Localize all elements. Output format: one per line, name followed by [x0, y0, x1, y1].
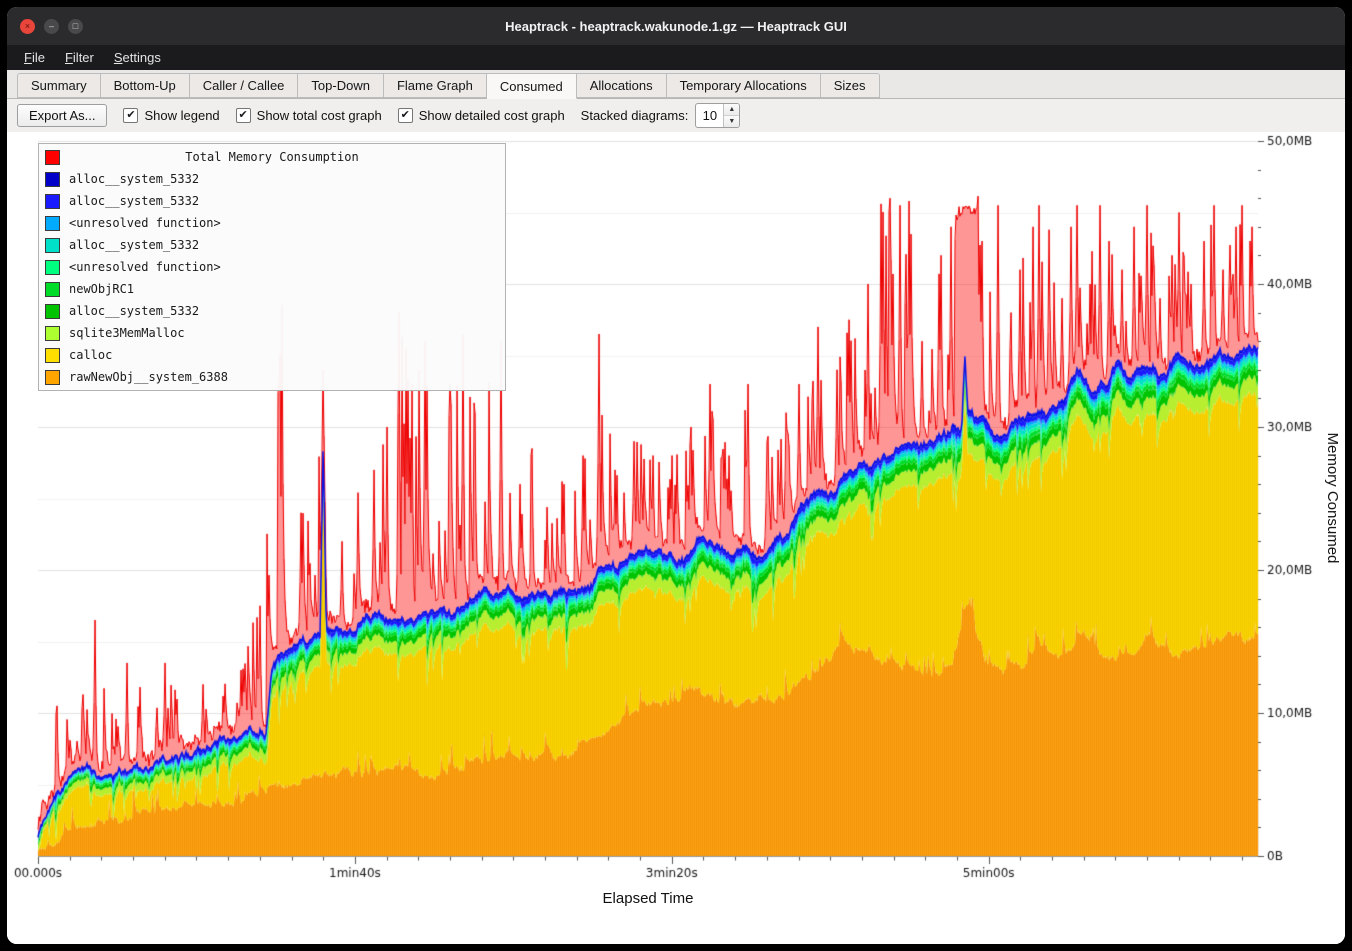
show-detailed-cost-graph-checkbox[interactable]: ✔ Show detailed cost graph — [397, 108, 565, 123]
menu-settings-mnemonic: S — [113, 50, 123, 65]
legend-item: calloc — [39, 344, 505, 366]
legend-item: sqlite3MemMalloc — [39, 322, 505, 344]
legend-swatch — [45, 193, 60, 209]
checkbox-box: ✔ — [397, 108, 413, 123]
legend-swatch — [45, 369, 60, 385]
maximize-button[interactable]: □ — [68, 18, 83, 34]
check-icon: ✔ — [126, 108, 136, 121]
tab-temporary-allocations[interactable]: Temporary Allocations — [666, 73, 821, 98]
legend-swatch — [45, 237, 60, 253]
legend-swatch — [45, 281, 60, 297]
tab-summary[interactable]: Summary — [17, 73, 101, 98]
legend-swatch — [45, 171, 60, 187]
menu-file-mnemonic: F — [24, 50, 32, 65]
y-axis-title: Memory Consumed — [1324, 432, 1341, 564]
legend-swatch — [45, 149, 60, 165]
chart-legend: Total Memory Consumption alloc__system_5… — [38, 143, 506, 391]
menu-filter-mnemonic: F — [64, 50, 73, 65]
legend-label: calloc — [69, 348, 113, 362]
legend-item: alloc__system_5332 — [39, 190, 505, 212]
legend-item: <unresolved function> — [39, 256, 505, 278]
menu-filter[interactable]: Filter — [56, 47, 103, 68]
stacked-diagrams-spinbox[interactable]: 10 ▲ ▼ — [695, 103, 741, 128]
tab-bar: Summary Bottom-Up Caller / Callee Top-Do… — [7, 70, 1345, 99]
window-title: Heaptrack - heaptrack.wakunode.1.gz — He… — [505, 18, 847, 34]
stacked-diagrams-control: Stacked diagrams: 10 ▲ ▼ — [581, 103, 741, 128]
legend-label: rawNewObj__system_6388 — [69, 370, 228, 384]
checkbox-box: ✔ — [123, 108, 139, 123]
window-controls: × – □ — [20, 7, 83, 45]
legend-label: alloc__system_5332 — [69, 238, 200, 252]
checkbox-box: ✔ — [235, 108, 251, 123]
close-button[interactable]: × — [20, 18, 35, 34]
legend-swatch — [45, 215, 60, 231]
legend-label: sqlite3MemMalloc — [69, 326, 185, 340]
legend-item: alloc__system_5332 — [39, 234, 505, 256]
export-as-button[interactable]: Export As... — [17, 104, 108, 127]
legend-label: alloc__system_5332 — [69, 172, 200, 186]
spin-down-button[interactable]: ▼ — [724, 115, 740, 127]
app-window: × – □ Heaptrack - heaptrack.wakunode.1.g… — [7, 7, 1345, 944]
minimize-button[interactable]: – — [44, 18, 59, 34]
show-legend-checkbox[interactable]: ✔ Show legend — [123, 108, 220, 123]
legend-swatch — [45, 303, 60, 319]
tab-flame-graph[interactable]: Flame Graph — [383, 73, 487, 98]
stacked-diagrams-label: Stacked diagrams: — [580, 108, 689, 123]
legend-label: alloc__system_5332 — [69, 194, 200, 208]
menu-settings-label: ettings — [122, 50, 161, 65]
legend-title-row: Total Memory Consumption — [39, 146, 505, 168]
legend-item: <unresolved function> — [39, 212, 505, 234]
legend-item: rawNewObj__system_6388 — [39, 366, 505, 388]
menu-file-label: ile — [31, 50, 45, 65]
legend-swatch — [45, 259, 60, 275]
toolbar: Export As... ✔ Show legend ✔ Show total … — [7, 99, 1345, 132]
tab-allocations[interactable]: Allocations — [576, 73, 667, 98]
legend-label: newObjRC1 — [69, 282, 135, 296]
minimize-icon: – — [48, 20, 54, 31]
legend-item: alloc__system_5332 — [39, 300, 505, 322]
spin-up-button[interactable]: ▲ — [724, 104, 740, 115]
titlebar: × – □ Heaptrack - heaptrack.wakunode.1.g… — [7, 7, 1345, 45]
legend-item: alloc__system_5332 — [39, 168, 505, 190]
show-detailed-cost-graph-label: Show detailed cost graph — [418, 108, 565, 123]
show-legend-label: Show legend — [144, 108, 220, 123]
close-icon: × — [24, 20, 31, 31]
tab-top-down[interactable]: Top-Down — [298, 73, 384, 98]
x-axis-title: Elapsed Time — [602, 890, 694, 907]
show-total-cost-graph-checkbox[interactable]: ✔ Show total cost graph — [235, 108, 382, 123]
chart-area: Total Memory Consumption alloc__system_5… — [7, 132, 1345, 944]
tab-caller-callee[interactable]: Caller / Callee — [189, 73, 299, 98]
tab-sizes[interactable]: Sizes — [820, 73, 880, 98]
legend-item: newObjRC1 — [39, 278, 505, 300]
spinbox-buttons: ▲ ▼ — [723, 104, 740, 127]
legend-label: alloc__system_5332 — [69, 304, 200, 318]
legend-swatch — [45, 347, 60, 363]
menu-filter-label: ilter — [72, 50, 94, 65]
spinbox-value[interactable]: 10 — [702, 108, 718, 123]
check-icon: ✔ — [400, 108, 410, 121]
maximize-icon: □ — [72, 20, 79, 31]
legend-title: Total Memory Consumption — [185, 150, 359, 164]
legend-swatch — [45, 325, 60, 341]
tab-consumed[interactable]: Consumed — [486, 73, 577, 99]
menu-file[interactable]: File — [15, 47, 54, 68]
legend-label: <unresolved function> — [69, 260, 221, 274]
tab-bottom-up[interactable]: Bottom-Up — [100, 73, 190, 98]
check-icon: ✔ — [238, 108, 248, 121]
menubar: File Filter Settings — [7, 45, 1345, 70]
legend-label: <unresolved function> — [69, 216, 221, 230]
menu-settings[interactable]: Settings — [105, 47, 170, 68]
show-total-cost-graph-label: Show total cost graph — [256, 108, 382, 123]
